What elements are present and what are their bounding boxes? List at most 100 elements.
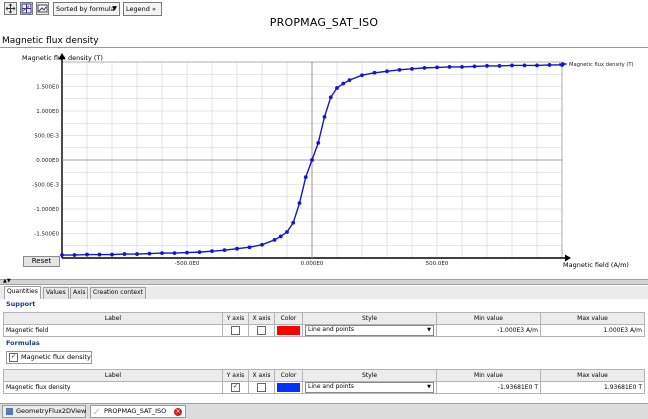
column-header-min: Min value [436,369,541,382]
data-point [97,252,102,257]
data-point [372,70,377,75]
taskbar-tab-geometry[interactable]: GeometryFlux2DView [2,405,86,418]
sort-dropdown[interactable]: Sorted by formula ▼ [53,2,120,16]
chevron-down-icon: ▼ [112,5,117,12]
column-header-label: Label [3,312,223,325]
zoom-grid-icon [21,3,32,14]
y-tick-label: -500.0E-3 [32,183,59,189]
legend-marker [561,62,565,66]
data-point [197,250,202,255]
column-header-label: Label [3,369,223,382]
data-point [347,78,352,83]
export-image-button[interactable] [36,2,49,15]
reset-button[interactable]: Reset [23,256,60,267]
taskbar-tab-label: GeometryFlux2DView [16,407,87,415]
column-header-color: Color [274,312,303,325]
chart-legend: Magnetic flux density (T) [559,62,634,68]
column-header-y-axis: Y axis [222,369,249,382]
max-value: 1.93681E0 T [540,381,645,394]
min-value: -1.000E3 A/m [436,324,541,337]
data-point [497,64,502,68]
formula-visible-checkbox[interactable]: ✓ [9,352,18,362]
panel-splitter[interactable]: ▲▼ [0,278,648,285]
data-point [222,248,227,253]
y-tick-label: -1.000E0 [34,207,59,213]
style-select-value: Line and points [308,326,355,333]
table-header-row: Label Y axis X axis Color Style Min valu… [3,369,645,382]
data-point [160,251,164,256]
page-title: PROPMAG_SAT_ISO [269,16,379,29]
column-header-style: Style [302,369,437,382]
data-point [485,64,489,68]
data-point [328,95,333,100]
properties-tabstrip: Quantities Values Axis Creation context [0,286,648,299]
y-tick-label: 500.0E-3 [34,134,59,140]
legend-button[interactable]: Legend » [123,2,162,16]
data-point [60,253,64,257]
data-point [172,251,177,256]
y-axis-checkbox[interactable] [231,326,240,335]
data-point [322,114,327,119]
taskbar-tab-label: PROPMAG_SAT_ISO [104,407,167,415]
x-axis-checkbox[interactable] [257,383,266,392]
tab-values[interactable]: Values [43,287,69,299]
formula-tab[interactable]: ✓ Magnetic flux density [6,351,92,364]
data-point [297,201,302,206]
y-tick-label: 1.500E0 [36,85,59,91]
style-select[interactable]: Line and points ▼ [305,382,434,393]
support-section-title: Support [6,300,36,308]
y-axis-label: Magnetic flux density (T) [22,54,103,62]
chart-series [60,63,564,257]
column-header-x-axis: X axis [248,369,275,382]
row-label: Magnetic field [3,324,223,337]
y-tick-label: -1.500E0 [34,232,59,238]
close-icon[interactable]: × [174,408,182,416]
tab-axis[interactable]: Axis [70,287,89,299]
data-point [335,86,339,90]
data-point [360,73,364,78]
table-header-row: Label Y axis X axis Color Style Min valu… [3,312,645,325]
data-point [291,220,296,225]
formulas-section-title: Formulas [6,339,40,347]
style-select[interactable]: Line and points ▼ [305,325,434,336]
data-point [385,69,389,74]
column-header-x-axis: X axis [248,312,275,325]
data-point [185,250,189,255]
pan-tool-button[interactable] [4,2,17,15]
curve-view-icon: ⟋ [94,408,99,416]
data-point [510,63,514,68]
taskbar-tab-curve[interactable]: ⟋ PROPMAG_SAT_ISO × [90,405,186,418]
data-point [316,140,321,145]
column-header-max: Max value [540,312,645,325]
table-row: Magnetic flux density ✓ Line and points ▼… [3,381,645,394]
data-point [472,64,477,69]
style-select-value: Line and points [308,383,355,390]
collapse-arrows-icon[interactable]: ▲▼ [3,278,11,284]
color-swatch[interactable] [277,383,300,392]
tab-creation-context[interactable]: Creation context [90,287,146,299]
table-row: Magnetic field Line and points ▼ -1.000E3… [3,324,645,337]
divider [0,47,648,48]
data-point [85,252,89,257]
data-point [422,65,427,70]
move-arrows-icon [5,3,16,14]
data-point [110,252,114,257]
data-point [460,65,464,69]
chart-axes [58,53,571,262]
zoom-tool-button[interactable] [20,2,33,15]
min-value: -1.93681E0 T [436,381,541,394]
formula-tab-label: Magnetic flux density [21,353,91,361]
double-chevron-icon: » [151,5,156,13]
x-tick-label: -500.0E0 [175,261,200,267]
bh-curve-chart[interactable]: 1.500E0 1.000E0 500.0E-3 0.000E0 -500.0E-3 -1… [0,48,648,270]
sort-dropdown-label: Sorted by formula [56,5,115,13]
x-axis-checkbox[interactable] [257,326,266,335]
tab-quantities[interactable]: Quantities [4,286,41,299]
column-header-max: Max value [540,369,645,382]
data-point [278,234,283,239]
color-swatch[interactable] [277,326,300,335]
data-point [341,81,346,86]
data-point [72,253,77,257]
y-axis-checkbox[interactable]: ✓ [231,383,240,392]
reset-button-label: Reset [31,257,52,265]
